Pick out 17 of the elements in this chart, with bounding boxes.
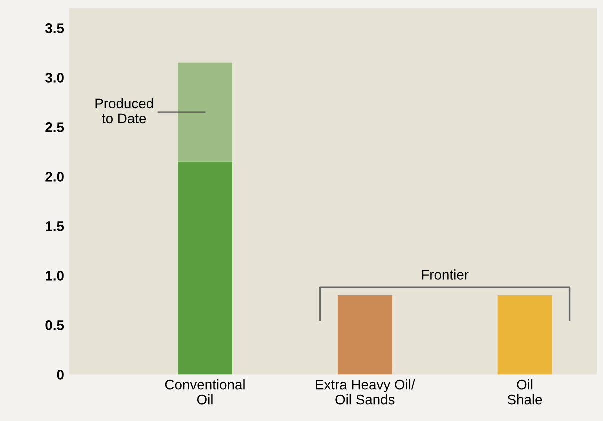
bar	[178, 162, 232, 375]
bar	[338, 295, 392, 375]
annotation: Produced to Date	[96, 98, 154, 124]
x-tick-label: Extra Heavy Oil/ Oil Sands	[316, 380, 416, 405]
y-tick-label: 3.5	[45, 24, 64, 34]
x-tick-label: Oil Shale	[508, 380, 542, 405]
y-tick-label: 0	[57, 370, 64, 380]
bar	[178, 62, 232, 162]
y-tick-label: 2.0	[46, 172, 64, 182]
y-tick-label: 1.5	[46, 222, 64, 232]
annotation: Frontier	[422, 270, 469, 280]
y-tick-label: 1.0	[46, 271, 64, 281]
y-tick-label: 2.5	[46, 122, 64, 132]
y-tick-label: 0.5	[46, 320, 64, 330]
x-tick-label: Conventional Oil	[165, 380, 245, 405]
y-tick-label: 3.0	[45, 73, 64, 83]
bar	[498, 295, 552, 375]
